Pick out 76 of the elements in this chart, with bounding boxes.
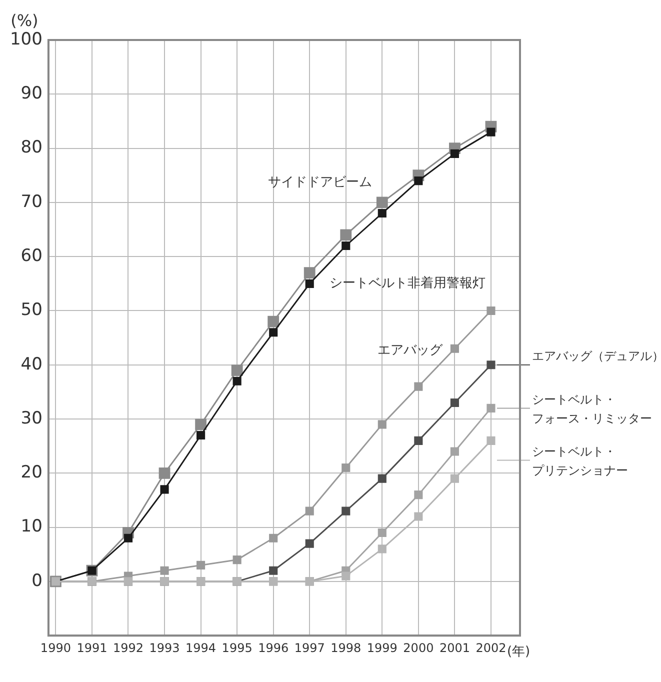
x-tick-label: 1999 [366,640,398,655]
x-tick-label: 1995 [222,640,252,655]
point [158,467,170,479]
y-tick-label: 20 [20,462,42,483]
x-tick-label: 1993 [149,640,180,655]
point [195,418,206,430]
x-axis-title: (年) [506,644,530,660]
point [450,344,459,353]
point [486,360,496,370]
point [305,279,314,288]
point [231,364,243,376]
point [486,306,496,316]
y-tick-label: 30 [20,408,42,428]
x-tick-label: 2001 [439,640,470,655]
point [378,528,386,538]
point [124,534,133,542]
y-tick-label: 60 [20,246,42,266]
y-tick-label: 50 [20,300,42,320]
point [232,376,242,386]
y-axis-title: (%) [10,11,38,30]
x-tick-label: 1994 [186,640,216,655]
point [269,566,278,575]
y-tick-label: 40 [20,354,42,374]
x-tick-label: 2000 [403,640,434,655]
point [304,267,316,279]
point [342,241,350,250]
y-tick-label: 70 [20,192,42,212]
x-tick-label: 1998 [330,640,362,655]
point [269,534,278,542]
point [196,430,206,440]
point [414,436,423,445]
x-tick-label: 1996 [258,640,289,655]
text: エアバッグ（デュアル） [532,349,661,363]
point [268,316,280,328]
point [414,512,423,521]
point [196,560,206,570]
point [160,566,169,575]
point [378,208,386,218]
point [160,485,169,494]
point [486,436,496,445]
point [342,572,350,580]
point [378,474,386,483]
point [378,420,386,429]
x-tick-label: 1997 [294,640,325,655]
y-tick-label: 100 [10,29,42,50]
point [305,539,314,548]
point [414,490,423,500]
point [305,506,314,516]
point [269,328,278,337]
legend-label: シートベルト・プリテンショナー [532,444,628,478]
x-tick-label: 2002 [476,640,506,655]
point [450,447,459,456]
point [414,382,423,391]
point [342,506,350,516]
point [450,474,459,483]
point [340,229,352,241]
y-tick-label: 90 [20,84,42,104]
point [414,176,423,186]
point [342,463,350,472]
point [486,128,496,136]
x-tick-label: 1990 [40,640,71,655]
legend-label: シートベルト・フォース・リミッター [532,392,652,426]
x-tick-label: 1992 [112,640,144,655]
point [378,544,386,554]
y-tick-label: 0 [32,570,42,591]
point [376,196,388,208]
point [486,404,496,412]
point [450,149,459,158]
point [450,398,459,408]
y-tick-label: 10 [20,516,42,537]
y-tick-label: 80 [20,138,42,158]
series-label: シートベルト非着用警報灯 [330,275,486,292]
series-label: エアバッグ [378,343,444,358]
series-label: サイドドアビーム [268,174,372,190]
point [232,556,242,564]
x-tick-label: 1991 [76,640,108,655]
